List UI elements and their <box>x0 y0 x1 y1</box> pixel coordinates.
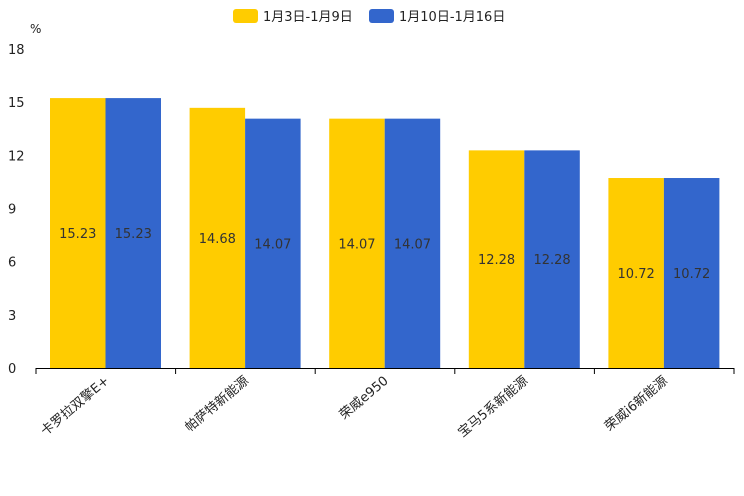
x-category-label: 卡罗拉双擎E+ <box>38 374 112 440</box>
x-category-label: 荣威i6新能源 <box>602 373 671 435</box>
bar-series-1-2 <box>189 107 246 369</box>
y-tick-label: 15 <box>8 96 25 111</box>
y-tick-label: 6 <box>8 256 16 271</box>
x-category-label: 荣威e950 <box>337 374 392 423</box>
bar-value-label: 15.23 <box>59 227 96 242</box>
bar-series-1-3 <box>329 118 385 368</box>
bars <box>50 98 720 369</box>
bar-series-2-4 <box>524 150 580 368</box>
bar-series-2-1 <box>105 98 161 369</box>
legend-swatch-series-1 <box>233 9 258 23</box>
bar-series-2-2 <box>245 118 301 368</box>
y-tick-label: 18 <box>8 43 25 58</box>
legend-label-series-2: 1月10日-1月16日 <box>399 10 505 25</box>
bar-value-label: 14.07 <box>394 237 431 252</box>
bar-value-labels: 15.23 14.68 14.07 12.28 10.72 15.23 14.07 14.07… <box>59 227 710 282</box>
bar-value-label: 15.23 <box>115 227 152 242</box>
bar-series-2-3 <box>384 118 441 368</box>
y-tick-label: 0 <box>8 362 16 377</box>
y-axis: 0 3 6 9 12 15 18 <box>8 43 25 377</box>
bar-series-1-4 <box>468 150 525 368</box>
y-axis-unit: % <box>30 22 41 36</box>
bar-value-label: 12.28 <box>533 253 570 268</box>
bar-value-label: 10.72 <box>618 267 655 282</box>
bar-value-label: 14.68 <box>199 232 236 247</box>
y-tick-label: 3 <box>8 309 16 324</box>
x-category-label: 宝马5系新能源 <box>455 373 531 441</box>
bar-value-label: 14.07 <box>254 237 291 252</box>
legend: 1月3日-1月9日 1月10日-1月16日 <box>233 9 505 25</box>
y-tick-label: 9 <box>8 203 16 218</box>
bar-series-1-5 <box>608 178 664 368</box>
bar-value-label: 14.07 <box>338 237 375 252</box>
bar-series-2-5 <box>663 178 720 368</box>
legend-swatch-series-2 <box>369 9 394 23</box>
bar-series-1-1 <box>50 98 106 369</box>
legend-label-series-1: 1月3日-1月9日 <box>263 10 353 25</box>
bar-value-label: 10.72 <box>673 267 710 282</box>
y-tick-label: 12 <box>8 149 25 164</box>
x-axis: 卡罗拉双擎E+ 帕萨特新能源 荣威e950 宝马5系新能源 荣威i6新能源 <box>35 368 735 441</box>
bar-value-label: 12.28 <box>478 253 515 268</box>
x-category-label: 帕萨特新能源 <box>182 373 252 435</box>
